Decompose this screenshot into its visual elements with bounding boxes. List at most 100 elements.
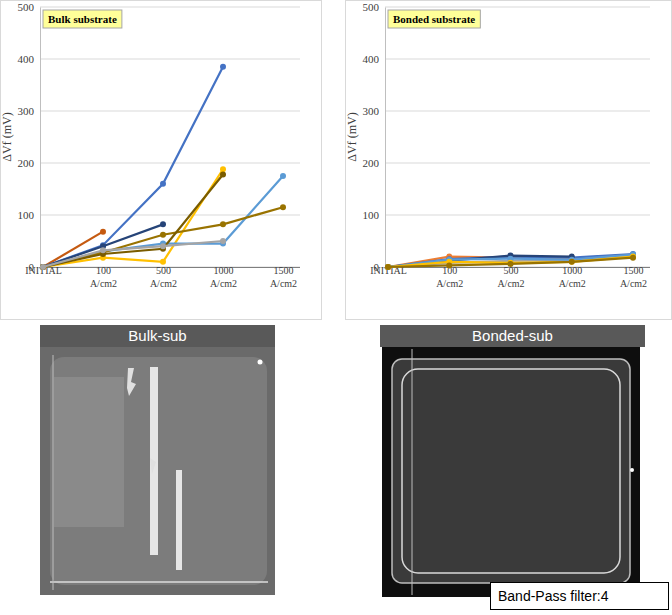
y-tick-label: 300 [18,105,35,117]
x-tick: 500A/cm2 [150,265,177,289]
y-tick-label: 100 [363,209,380,221]
series-line [388,255,633,267]
x-tick: 100A/cm2 [90,265,117,289]
series-marker [385,264,391,270]
y-tick: 500 [18,1,41,13]
image-edge-line [412,349,413,595]
x-tick-label-line: 1000 [562,265,582,276]
defect-fragment [127,368,136,396]
defect-stripe [176,470,182,570]
series-line [43,67,223,267]
x-tick: 1500 A/cm2 [270,265,297,289]
image-background [40,347,275,595]
grid-line [385,7,650,8]
x-tick: 1000 A/cm2 [210,265,237,289]
series-marker [160,259,166,265]
x-tick: 1500A/cm2 [620,265,647,289]
x-tick-label: 1000 A/cm2 [210,265,237,289]
series-marker [100,229,106,235]
title-background [43,10,122,28]
image-die-edge [402,369,620,573]
series-marker [385,264,391,270]
title-box: Bonded substrate [388,10,480,28]
series-marker [100,247,106,253]
y-tick: 300 [363,105,386,117]
series-marker [385,264,391,270]
x-tick-label: 500A/cm2 [150,265,177,289]
grid-line [385,163,650,164]
image-die [50,357,267,585]
y-tick: 400 [363,53,386,65]
image-die [392,359,630,583]
image-panel: Bonded-sub [380,325,645,597]
x-tick-label-line: A/cm2 [497,278,524,289]
x-tick-label: INITIAL [25,265,62,276]
y-tick-label: 500 [363,1,380,13]
chart-panel: 0100200300400500INITIAL100A/cm2500A/cm21… [345,1,672,320]
marks [385,251,636,270]
series-marker [220,238,226,244]
y-axis-title: ΔVf (mV) [0,112,14,161]
image-header [40,325,275,347]
x-tick-label-line: 1000 [214,265,234,276]
series-line [43,207,283,267]
defect-stripe [150,367,158,555]
series-marker [40,264,46,270]
series-marker [569,259,575,265]
x-tick-label-line: 500 [156,265,171,276]
grid-line [385,59,650,60]
defect-fragment [150,458,156,474]
series-line [43,176,283,267]
series-line [388,258,633,267]
series-marker [569,259,575,265]
series-marker [385,264,391,270]
caption-background [491,583,669,610]
y-axis-title: ΔVf (mV) [345,112,359,161]
y-axis: 0100200300400500 [18,1,41,273]
series-marker [160,243,166,249]
series-marker [508,261,514,267]
x-axis: INITIAL100A/cm2500A/cm21000A/cm21500A/cm… [370,265,650,289]
y-tick: 200 [363,157,386,169]
image-label: Bulk-sub [128,327,186,344]
series-marker [630,255,636,261]
series-marker [40,264,46,270]
x-tick-label: 100A/cm2 [436,265,463,289]
image-edge-line [53,355,54,590]
figure: 0100200300400500INITIAL100A/cm2500A/cm21… [0,0,672,615]
grid-line [385,111,650,112]
x-tick-label-line: A/cm2 [210,278,237,289]
series-marker [220,221,226,227]
panel-frame [1,1,322,320]
x-tick-label-line: 1500 [274,265,294,276]
chart-panel: 0100200300400500INITIAL100A/cm2500A/cm21… [0,1,322,320]
x-axis: INITIAL100A/cm2500A/cm21000A/cm21500A/cm… [25,265,300,289]
x-tick-label-line: INITIAL [25,265,62,276]
title-background [388,10,480,28]
image-spot [630,468,634,472]
x-tick-label-line: A/cm2 [436,278,463,289]
series-marker [280,173,286,179]
image-edge-line [50,581,268,583]
x-tick-label: 1500 A/cm2 [270,265,297,289]
series-marker [160,181,166,187]
series-marker [280,204,286,210]
series-marker [160,232,166,238]
image-label: Bonded-sub [472,327,553,344]
chart-title: Bulk substrate [48,13,117,25]
series-line [388,254,633,267]
x-tick-label: 1500A/cm2 [620,265,647,289]
x-tick-label-line: A/cm2 [90,278,117,289]
y-tick-label: 500 [18,1,35,13]
series-marker [40,264,46,270]
series-marker [385,264,391,270]
y-tick-label: 300 [363,105,380,117]
grid [385,7,650,267]
series-line [43,241,223,267]
x-tick-label-line: A/cm2 [270,278,297,289]
series-marker [446,262,452,268]
y-axis-line [40,8,41,268]
x-tick: 100A/cm2 [436,265,463,289]
series-line [43,174,223,267]
marks [40,64,286,270]
